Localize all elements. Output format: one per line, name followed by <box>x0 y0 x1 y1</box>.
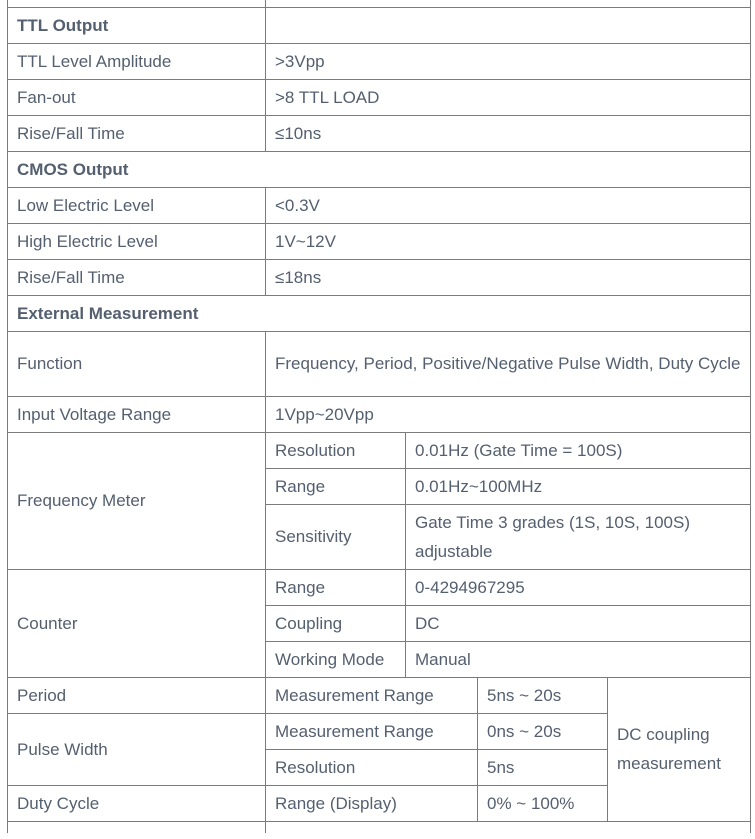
spec-key-cell: Measurement Range <box>265 712 478 750</box>
spec-label-cell: Input Voltage Range <box>7 395 266 433</box>
spec-key-cell: Resolution <box>265 431 406 469</box>
table-row: High Electric Level 1V~12V <box>7 222 751 260</box>
group-label-duty-cycle: Duty Cycle <box>7 784 266 822</box>
spec-value-cell: Gate Time 3 grades (1S, 10S, 100S) adjus… <box>405 503 751 570</box>
spec-value-cell: 1V~12V <box>265 222 751 260</box>
spec-value-cell: 0ns ~ 20s <box>477 712 608 750</box>
spec-label-cell: High Electric Level <box>7 222 266 260</box>
spec-value-cell: 0% ~ 100% <box>477 784 608 822</box>
table-row: TTL Level Amplitude >3Vpp <box>7 42 751 80</box>
spec-label-cell: Rise/Fall Time <box>7 258 266 296</box>
table-row: Rise/Fall Time ≤18ns <box>7 258 751 296</box>
table-row: Low Electric Level <0.3V <box>7 186 751 224</box>
table-row: Frequency Meter Resolution 0.01Hz (Gate … <box>7 431 751 570</box>
spec-value-cell: >8 TTL LOAD <box>265 78 751 116</box>
table-row: Period Measurement Range 5ns ~ 20s DC co… <box>7 676 751 822</box>
spec-value-cell: 0.01Hz (Gate Time = 100S) <box>405 431 751 469</box>
spec-value-cell: 5ns <box>477 748 608 786</box>
table-row: External Measurement <box>7 294 751 332</box>
clipped-cell <box>7 0 266 8</box>
spec-value-cell: DC <box>405 604 751 642</box>
table-row: Working Mode Manual <box>8 640 751 678</box>
group-label-period: Period <box>7 676 266 714</box>
spec-label-cell: Function <box>7 330 266 397</box>
spec-value-cell: <0.3V <box>265 186 751 224</box>
spec-value-cell: ≤10ns <box>265 114 751 152</box>
section-title-cmos-output: CMOS Output <box>7 150 751 188</box>
spec-table: TTL Output TTL Level Amplitude >3Vpp Fan… <box>7 0 751 833</box>
group-label-counter: Counter <box>7 568 266 678</box>
table-row: Counter Range 0-4294967295 <box>7 568 751 678</box>
coupling-note-cell: DC coupling measurement <box>607 676 751 822</box>
table-row: Rise/Fall Time ≤10ns <box>7 114 751 152</box>
table-row: Input Voltage Range 1Vpp~20Vpp <box>7 395 751 433</box>
empty-cell <box>265 6 751 44</box>
spec-value-cell: 0-4294967295 <box>405 568 751 606</box>
table-row: Sensitivity Gate Time 3 grades (1S, 10S,… <box>8 503 751 570</box>
spec-key-cell: Range <box>265 568 406 606</box>
spec-value-cell: 0.01Hz~100MHz <box>405 467 751 505</box>
table-row: Duty Cycle Range (Display) 0% ~ 100% <box>7 784 751 822</box>
spec-value-cell: ≤18ns <box>265 258 751 296</box>
clipped-cell <box>265 0 751 8</box>
spec-key-cell: Measurement Range <box>265 676 478 714</box>
table-row <box>7 0 751 8</box>
section-title-external-measurement: External Measurement <box>7 294 751 332</box>
spec-label-cell: TTL Level Amplitude <box>7 42 266 80</box>
spec-key-cell: Sensitivity <box>265 503 406 570</box>
table-row: Range 0.01Hz~100MHz <box>8 467 751 505</box>
spec-label-cell: Low Electric Level <box>7 186 266 224</box>
clipped-cell <box>265 820 751 833</box>
spec-value-cell: 5ns ~ 20s <box>477 676 608 714</box>
table-row: TTL Output <box>7 6 751 44</box>
spec-value-cell: Manual <box>405 640 751 678</box>
spec-label-cell: Rise/Fall Time <box>7 114 266 152</box>
clipped-cell <box>7 820 266 833</box>
spec-key-cell: Working Mode <box>265 640 406 678</box>
spec-value-cell: Frequency, Period, Positive/Negative Pul… <box>265 330 751 397</box>
spec-value-cell: >3Vpp <box>265 42 751 80</box>
group-label-frequency-meter: Frequency Meter <box>7 431 266 570</box>
spec-label-cell: Fan-out <box>7 78 266 116</box>
table-row: Function Frequency, Period, Positive/Neg… <box>7 330 751 397</box>
spec-value-cell: 1Vpp~20Vpp <box>265 395 751 433</box>
group-label-pulse-width: Pulse Width <box>7 712 266 786</box>
table-row: CMOS Output <box>7 150 751 188</box>
spec-key-cell: Range (Display) <box>265 784 478 822</box>
spec-key-cell: Range <box>265 467 406 505</box>
table-row: Fan-out >8 TTL LOAD <box>7 78 751 116</box>
spec-key-cell: Resolution <box>265 748 478 786</box>
table-row <box>7 820 751 833</box>
spec-key-cell: Coupling <box>265 604 406 642</box>
section-title-ttl-output: TTL Output <box>7 6 266 44</box>
